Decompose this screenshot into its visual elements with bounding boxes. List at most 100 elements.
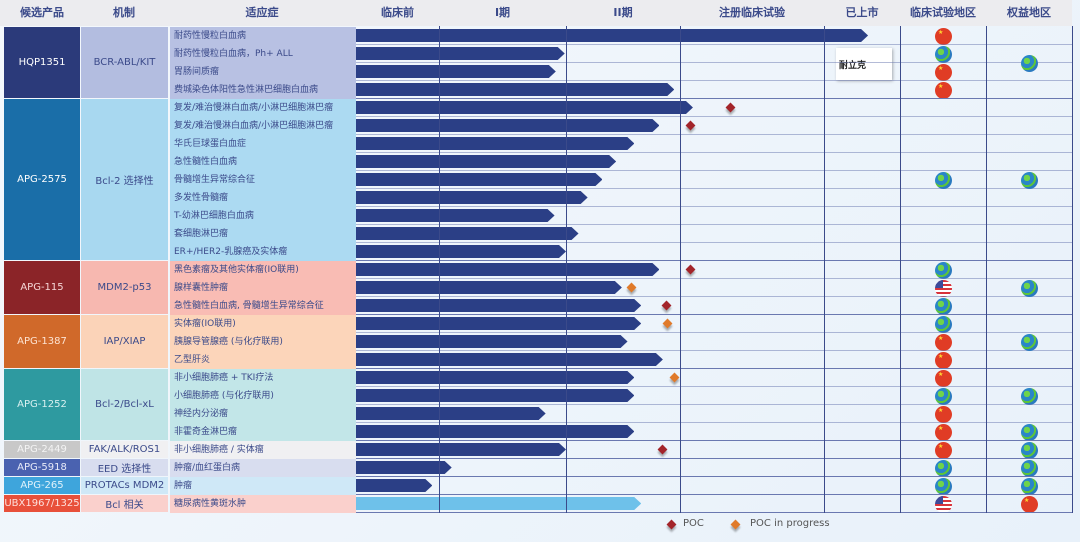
indication-label: 胰腺导管腺癌 (与化疗联用) <box>170 333 356 351</box>
clinical-region-globe-icon <box>935 316 952 333</box>
row-divider <box>356 422 1072 423</box>
mechanism-cell: FAK/ALK/ROS1 <box>81 441 168 458</box>
pipeline-bar <box>356 317 641 330</box>
group-divider <box>356 476 1072 477</box>
pipeline-bar <box>356 29 868 42</box>
mechanism-cell: PROTACs MDM2 <box>81 477 168 494</box>
product-cell: APG-2449 <box>4 441 80 458</box>
clinical-region-cn-icon: ★ <box>935 442 952 459</box>
nailike-logo: 耐立克 <box>836 48 892 80</box>
pipeline-bar <box>356 83 674 96</box>
rights-region-globe-icon <box>1021 478 1038 495</box>
group-divider <box>356 458 1072 459</box>
pipeline-bar <box>356 191 588 204</box>
header-5: II期 <box>613 6 633 19</box>
group-divider <box>356 314 1072 315</box>
indication-label: 多发性骨髓瘤 <box>170 189 356 207</box>
rights-region-globe-icon <box>1021 172 1038 189</box>
clinical-region-us-icon <box>935 496 952 513</box>
row-divider <box>356 80 1072 81</box>
indication-label: 非小细胞肺癌 + TKI疗法 <box>170 369 356 387</box>
indication-label: ER+/HER2-乳腺癌及实体瘤 <box>170 243 356 261</box>
indication-label: 胃肠间质瘤 <box>170 63 356 81</box>
header-4: I期 <box>494 6 511 19</box>
product-cell: UBX1967/1325 <box>4 495 80 512</box>
row-divider <box>356 44 1072 45</box>
mechanism-cell: EED 选择性 <box>81 459 168 476</box>
indication-label: 耐药性慢粒白血病 <box>170 27 356 45</box>
pipeline-bar <box>356 173 602 186</box>
pipeline-bar <box>356 299 641 312</box>
pipeline-bar <box>356 407 546 420</box>
row-divider <box>356 386 1072 387</box>
pipeline-bar <box>356 371 634 384</box>
product-cell: APG-1387 <box>4 315 80 368</box>
indication-label: 费城染色体阳性急性淋巴细胞白血病 <box>170 81 356 99</box>
clinical-region-globe-icon <box>935 478 952 495</box>
indication-label: 非霍奇金淋巴瘤 <box>170 423 356 441</box>
header-8: 临床试验地区 <box>910 6 976 19</box>
poc-in-progress-legend-icon <box>730 519 741 530</box>
pipeline-bar <box>356 119 659 132</box>
rights-region-cn-icon: ★ <box>1021 496 1038 513</box>
legend-poc: POC <box>683 518 704 529</box>
indication-label: 耐药性慢粒白血病，Ph+ ALL <box>170 45 356 63</box>
mechanism-cell: Bcl-2/Bcl-xL <box>81 369 168 440</box>
pipeline-bar <box>356 209 555 222</box>
indication-label: 神经内分泌瘤 <box>170 405 356 423</box>
product-cell: HQP1351 <box>4 27 80 98</box>
row-divider <box>356 134 1072 135</box>
indication-label: 急性髓性白血病, 骨髓增生异常综合征 <box>170 297 356 315</box>
clinical-region-us-icon <box>935 280 952 297</box>
indication-label: 小细胞肺癌 (与化疗联用) <box>170 387 356 405</box>
indication-label: 黑色素瘤及其他实体瘤(IO联用) <box>170 261 356 279</box>
product-cell: APG-265 <box>4 477 80 494</box>
clinical-region-cn-icon: ★ <box>935 352 952 369</box>
row-divider <box>356 152 1072 153</box>
header-0: 候选产品 <box>20 6 64 19</box>
row-divider <box>356 332 1072 333</box>
mechanism-cell: Bcl-2 选择性 <box>81 99 168 260</box>
pipeline-bar <box>356 389 634 402</box>
row-divider <box>356 170 1072 171</box>
clinical-region-globe-icon <box>935 172 952 189</box>
grid-line <box>824 26 825 513</box>
mechanism-cell: MDM2-p53 <box>81 261 168 314</box>
mechanism-cell: IAP/XIAP <box>81 315 168 368</box>
row-divider <box>356 278 1072 279</box>
mechanism-cell: BCR-ABL/KIT <box>81 27 168 98</box>
rights-region-globe-icon <box>1021 460 1038 477</box>
clinical-region-globe-icon <box>935 298 952 315</box>
poc-in-progress-marker <box>669 372 680 383</box>
pipeline-bar <box>356 497 641 510</box>
indication-label: 套细胞淋巴瘤 <box>170 225 356 243</box>
indication-label: 乙型肝炎 <box>170 351 356 369</box>
clinical-region-cn-icon: ★ <box>935 82 952 99</box>
pipeline-bar <box>356 281 622 294</box>
row-divider <box>356 296 1072 297</box>
pipeline-bar <box>356 101 693 114</box>
indication-label: T-幼淋巴细胞白血病 <box>170 207 356 225</box>
pipeline-bar <box>356 443 566 456</box>
clinical-region-globe-icon <box>935 460 952 477</box>
pipeline-bar <box>356 137 634 150</box>
indication-label: 复发/难治慢淋白血病/小淋巴细胞淋巴瘤 <box>170 117 356 135</box>
poc-in-progress-marker <box>626 282 637 293</box>
clinical-region-cn-icon: ★ <box>935 334 952 351</box>
grid-line <box>439 26 440 513</box>
clinical-region-globe-icon <box>935 262 952 279</box>
pipeline-bar <box>356 65 556 78</box>
group-divider <box>356 368 1072 369</box>
header-2: 适应症 <box>245 6 279 19</box>
header-3: 临床前 <box>381 6 414 19</box>
clinical-region-cn-icon: ★ <box>935 424 952 441</box>
row-divider <box>356 350 1072 351</box>
indication-label: 肿瘤 <box>170 477 356 495</box>
pipeline-bar <box>356 479 432 492</box>
rights-region-globe-icon <box>1021 442 1038 459</box>
grid-line <box>986 26 987 513</box>
pipeline-bar <box>356 47 565 60</box>
product-cell: APG-2575 <box>4 99 80 260</box>
indication-label: 华氏巨球蛋白血症 <box>170 135 356 153</box>
pipeline-bar <box>356 245 566 258</box>
